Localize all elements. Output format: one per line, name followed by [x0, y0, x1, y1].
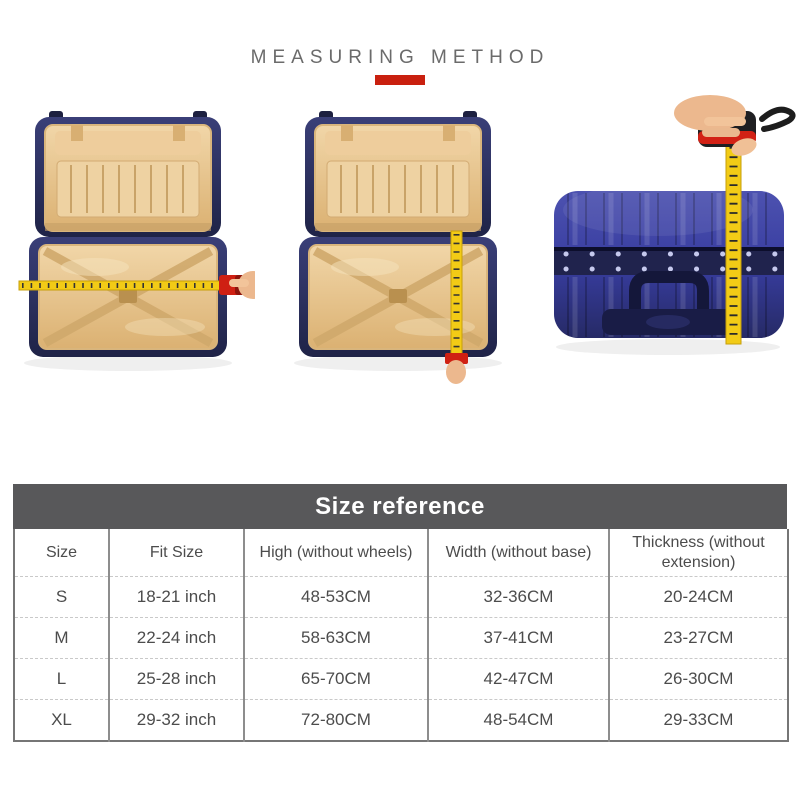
table-row: M 22-24 inch 58-63CM 37-41CM 23-27CM [14, 617, 788, 659]
measuring-method-figures [0, 95, 800, 387]
table-cell: 26-30CM [608, 658, 788, 700]
column-header-size: Size [45, 543, 78, 561]
table-cell: 23-27CM [608, 617, 788, 659]
table-cell: 18-21 inch [108, 576, 244, 618]
column-header-thickness: Thickness (without extension) [608, 529, 788, 577]
tape-strap [759, 106, 796, 132]
table-cell: 48-54CM [427, 699, 609, 741]
table-cell: M [14, 617, 109, 659]
column-header-fit-size: Fit Size [108, 529, 244, 577]
table-cell: 37-41CM [427, 617, 609, 659]
table-cell: 42-47CM [427, 658, 609, 700]
table-cell: S [14, 576, 109, 618]
tape-measure-icon [445, 230, 468, 364]
table-row: XL 29-32 inch 72-80CM 48-54CM 29-33CM [14, 699, 788, 741]
hand-icon [446, 360, 466, 384]
table-cell: 72-80CM [243, 699, 428, 741]
table-cell: 48-53CM [243, 576, 428, 618]
table-header-row: Size Fit Size High (without wheels) Widt… [14, 529, 788, 577]
table-cell: 22-24 inch [108, 617, 244, 659]
table-cell: L [14, 658, 109, 700]
figure-open-suitcase-width [18, 111, 255, 371]
closed-suitcase-graphic [554, 191, 784, 338]
hand-icon [674, 95, 757, 156]
page-title: MEASURING METHOD [250, 47, 550, 68]
table-cell: 58-63CM [243, 617, 428, 659]
table-cell: 29-32 inch [108, 699, 244, 741]
size-reference-table: Size Fit Size High (without wheels) Widt… [13, 529, 789, 742]
table-cell: 25-28 inch [108, 658, 244, 700]
figure-open-suitcase-depth [294, 111, 502, 384]
column-header-high: High (without wheels) [243, 529, 428, 577]
suitcase-handle [629, 271, 709, 315]
table-cell: 29-33CM [608, 699, 788, 741]
table-row: S 18-21 inch 48-53CM 32-36CM 20-24CM [14, 576, 788, 618]
open-suitcase-graphic [299, 111, 497, 357]
title-underline-bar [375, 75, 425, 85]
page-header: MEASURING METHOD [0, 0, 800, 85]
column-header-width: Width (without base) [427, 529, 609, 577]
table-cell: XL [14, 699, 109, 741]
table-row: L 25-28 inch 65-70CM 42-47CM 26-30CM [14, 658, 788, 700]
size-table-title: Size reference [13, 484, 787, 529]
table-cell: 65-70CM [243, 658, 428, 700]
table-cell: 32-36CM [427, 576, 609, 618]
open-suitcase-graphic [29, 111, 227, 357]
size-reference-section: Size reference Size Fit Size High (witho… [13, 484, 789, 742]
figure-closed-suitcase-height [554, 95, 796, 355]
table-cell: 20-24CM [608, 576, 788, 618]
hand-icon [229, 271, 255, 299]
